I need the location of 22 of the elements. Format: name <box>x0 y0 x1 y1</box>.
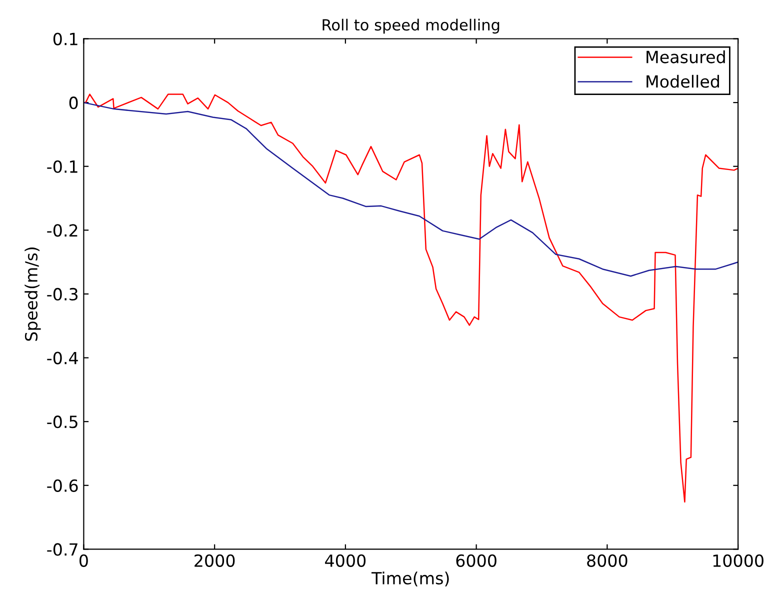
x-axis-title: Time(ms) <box>371 572 449 586</box>
chart-title: Roll to speed modelling <box>322 18 500 34</box>
y-tick-label: -0.3 <box>47 288 78 301</box>
y-tick-label: -0.6 <box>47 479 78 492</box>
y-tick-label: 0.1 <box>53 32 78 46</box>
x-tick-label: 0 <box>80 554 88 567</box>
line-series <box>84 94 738 503</box>
y-tick-label: -0.1 <box>47 160 78 173</box>
y-tick-label: -0.4 <box>47 352 78 364</box>
y-axis-title: Speed(m/s) <box>24 248 41 341</box>
y-tick-label: -0.5 <box>47 416 78 428</box>
x-tick-label: 4000 <box>325 554 366 567</box>
x-tick-label: 10000 <box>713 554 764 567</box>
y-tick-label: -0.2 <box>47 224 78 237</box>
y-tick-label: -0.7 <box>47 543 78 556</box>
x-tick-label: 8000 <box>587 554 628 567</box>
legend-label: Measured <box>646 50 725 64</box>
x-tick-label: 2000 <box>194 554 235 567</box>
x-tick-label: 6000 <box>456 554 496 567</box>
legend-label: Modelled <box>646 74 719 88</box>
y-tick-label: 0 <box>69 96 78 110</box>
line-series <box>84 102 738 277</box>
